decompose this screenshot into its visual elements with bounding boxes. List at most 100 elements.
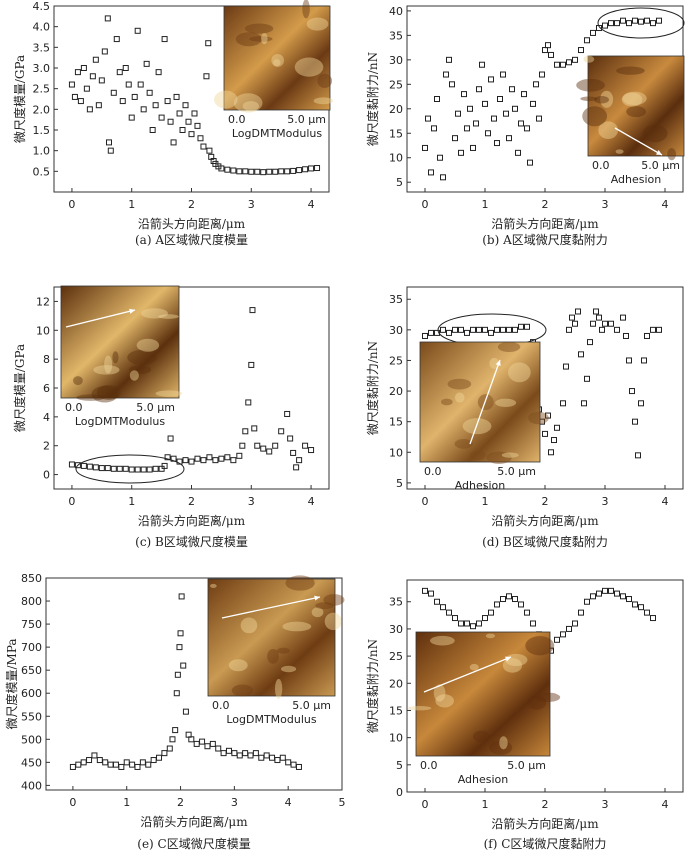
x-tick-label: 4	[662, 495, 669, 508]
data-point	[169, 736, 176, 743]
y-tick-label: 6	[43, 382, 50, 395]
data-point	[464, 329, 470, 336]
data-point	[494, 601, 500, 608]
data-point	[512, 326, 518, 333]
data-point	[242, 750, 249, 757]
data-point	[156, 754, 163, 761]
y-tick-label: 750	[21, 618, 42, 631]
data-point	[578, 47, 584, 54]
data-point	[554, 636, 560, 643]
y-tick-label: 25	[389, 78, 403, 91]
x-tick-label: 1	[128, 198, 135, 211]
data-point	[632, 17, 638, 24]
data-point	[218, 455, 225, 462]
data-point	[485, 130, 491, 137]
data-point	[254, 442, 261, 449]
data-point	[263, 752, 270, 759]
data-point	[488, 329, 494, 336]
data-point	[476, 86, 482, 93]
x-tick-label: 3	[602, 495, 609, 508]
data-point	[482, 100, 488, 107]
data-point	[590, 320, 596, 327]
data-point	[524, 609, 530, 616]
data-point	[167, 435, 174, 442]
data-point	[155, 69, 162, 76]
data-point	[428, 329, 434, 336]
data-point	[248, 361, 255, 368]
data-point	[476, 326, 482, 333]
data-point	[545, 42, 551, 49]
x-tick-label: 2	[542, 798, 549, 811]
data-point	[188, 736, 195, 743]
data-point	[266, 448, 273, 455]
y-tick-label: 2.0	[33, 103, 51, 116]
data-point	[212, 457, 219, 464]
y-tick-label: 4.5	[33, 0, 51, 13]
y-axis-label: 微尺度模量/GPa	[12, 344, 27, 432]
data-point	[650, 20, 656, 27]
y-tick-label: 0	[396, 786, 403, 799]
data-point	[596, 590, 602, 597]
data-point	[623, 332, 629, 339]
y-tick-label: 40	[389, 5, 403, 18]
data-point	[242, 428, 249, 435]
data-point	[172, 727, 179, 734]
data-point	[129, 761, 136, 768]
data-point	[123, 759, 130, 766]
y-tick-label: 15	[389, 416, 403, 429]
data-point	[69, 763, 76, 770]
x-axis-label: 沿箭头方向距离/μm	[491, 513, 599, 528]
data-point	[174, 671, 181, 678]
data-point	[224, 166, 231, 173]
direction-arrow	[469, 359, 501, 445]
data-point	[290, 449, 297, 456]
data-point	[578, 351, 584, 358]
data-point	[302, 166, 309, 173]
data-point	[614, 590, 620, 597]
data-point	[205, 40, 212, 47]
data-point	[314, 165, 321, 172]
inset-scale-end: 5.0 μm	[641, 159, 680, 172]
data-point	[295, 763, 302, 770]
y-tick-label: 5	[396, 759, 403, 772]
inset-scale-start: 0.0	[228, 113, 246, 126]
data-point	[220, 750, 227, 757]
data-point	[182, 457, 189, 464]
data-point	[166, 745, 173, 752]
data-point	[284, 410, 291, 417]
data-point	[149, 127, 156, 133]
data-point	[119, 98, 126, 105]
data-point	[230, 167, 237, 174]
data-point	[242, 168, 249, 175]
data-point	[206, 454, 213, 461]
inset-scale-start: 0.0	[65, 401, 83, 414]
x-tick-label: 1	[128, 495, 135, 508]
data-point	[107, 147, 114, 154]
y-tick-label: 650	[21, 664, 42, 677]
arrow-head-icon	[505, 656, 511, 662]
data-point	[247, 752, 254, 759]
data-point	[279, 754, 286, 761]
inset-label: LogDMTModulus	[232, 127, 323, 140]
data-point	[452, 135, 458, 142]
data-point	[98, 77, 105, 84]
data-point	[650, 326, 656, 333]
y-tick-label: 15	[389, 127, 403, 140]
data-point	[194, 455, 201, 462]
data-point	[548, 449, 554, 456]
data-point	[608, 587, 614, 594]
x-tick-label: 4	[308, 495, 315, 508]
data-point	[173, 690, 180, 697]
data-point	[620, 314, 626, 321]
data-point	[428, 590, 434, 597]
data-point	[446, 329, 452, 336]
inset-label: Adhesion	[611, 173, 662, 186]
inset-scale-start: 0.0	[212, 699, 230, 712]
y-tick-label: 15	[389, 704, 403, 717]
data-point	[71, 93, 78, 100]
plot-frame	[45, 577, 343, 791]
data-point	[107, 761, 114, 768]
data-point	[656, 326, 662, 333]
y-tick-label: 10	[389, 446, 403, 459]
data-point	[446, 609, 452, 616]
